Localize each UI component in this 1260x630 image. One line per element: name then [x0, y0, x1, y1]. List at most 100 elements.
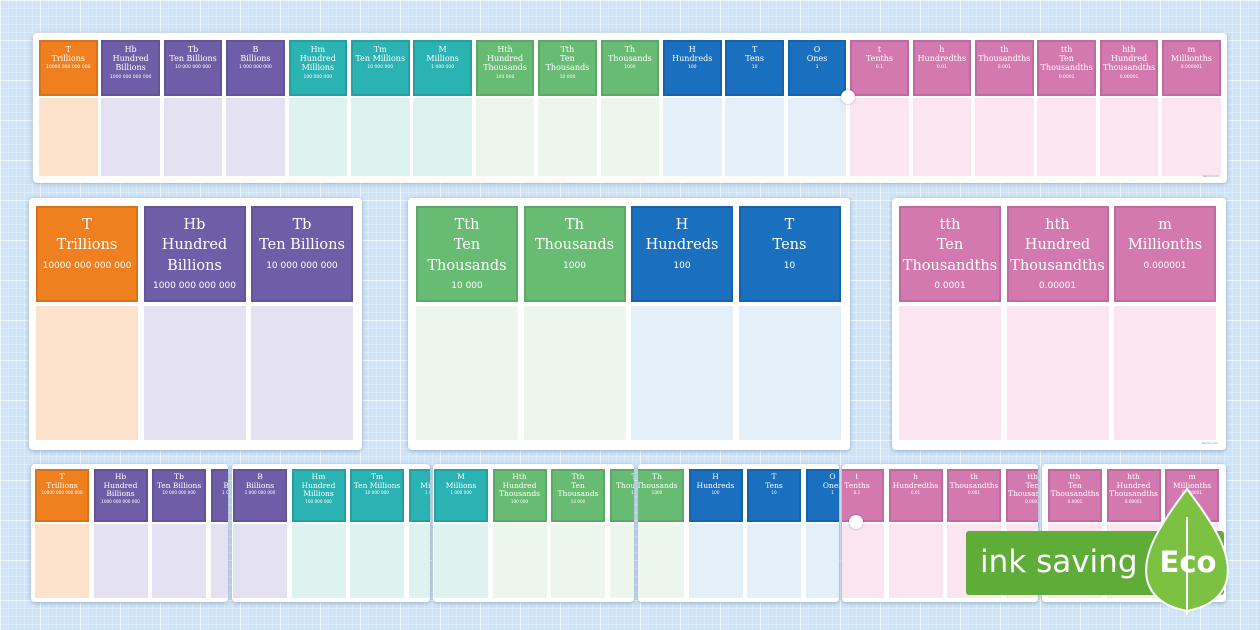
column-name: Hundred Millions — [299, 54, 336, 73]
digit-entry-box[interactable] — [36, 306, 138, 440]
digit-entry-box[interactable] — [35, 524, 89, 598]
column-value: 1 — [831, 490, 834, 496]
column-value: 1 000 000 — [450, 490, 472, 496]
column-name: Thousands — [616, 480, 634, 490]
column-name: Tenths — [844, 480, 870, 490]
digit-entry-box[interactable] — [350, 524, 404, 598]
digit-entry-box[interactable] — [1162, 98, 1221, 176]
digit-entry-box[interactable] — [163, 98, 223, 176]
digit-entry-box[interactable] — [351, 98, 410, 176]
column-value: 0.001 — [968, 490, 980, 496]
digit-entry-box[interactable] — [663, 98, 722, 176]
digit-entry-box[interactable] — [538, 98, 597, 176]
column-value: 1 000 000 000 — [222, 490, 228, 496]
digit-entry-box[interactable] — [475, 98, 535, 176]
column-name: Thousands — [638, 480, 678, 490]
column-name: Ten Thousands — [557, 480, 599, 499]
column-header: H Hundreds 100 — [663, 40, 722, 96]
column-abbreviation: hth — [1045, 217, 1070, 233]
column-abbreviation: Th — [612, 472, 634, 482]
column-name: Trillions — [51, 54, 85, 64]
digit-entry-box[interactable] — [899, 306, 1001, 440]
column-value: 10000 000 000 000 — [41, 490, 83, 496]
digit-entry-box[interactable] — [288, 98, 348, 176]
digit-entry-box[interactable] — [1099, 98, 1159, 176]
eco-label: Eco — [1159, 545, 1217, 579]
column-name: Ten Billions — [169, 54, 217, 64]
digit-entry-box[interactable] — [492, 524, 547, 598]
column-header: m Millionths 0.000001 — [1162, 40, 1221, 96]
digit-entry-box[interactable] — [1006, 306, 1109, 440]
digit-entry-box[interactable] — [888, 524, 943, 598]
column-abbreviation: Tb — [187, 45, 199, 54]
column-abbreviation: H — [712, 472, 719, 481]
digit-entry-box[interactable] — [434, 524, 488, 598]
column-name: Tens — [772, 237, 807, 254]
digit-entry-box[interactable] — [912, 98, 972, 176]
digit-entry-box[interactable] — [523, 306, 626, 440]
column-header: Tth Ten Thousands 10 000 — [416, 206, 518, 302]
column-header: T Trillions 10000 000 000 000 — [35, 469, 89, 522]
column-name: Tens — [765, 480, 783, 490]
digit-entry-box[interactable] — [210, 524, 228, 598]
column-value: 100 — [711, 490, 720, 496]
column-name: Hundred Thousandths — [1010, 237, 1105, 274]
column-header: m Millionths 0.000001 — [1114, 206, 1216, 302]
column-header: h Hundredths 0.01 — [888, 469, 943, 522]
digit-entry-box[interactable] — [787, 98, 847, 176]
digit-entry-box[interactable] — [1114, 306, 1216, 440]
digit-entry-box[interactable] — [600, 98, 660, 176]
digit-entry-box[interactable] — [39, 98, 98, 176]
digit-entry-box[interactable] — [688, 524, 743, 598]
digit-entry-box[interactable] — [738, 306, 841, 440]
column-value: 1 000 000 000 — [238, 65, 272, 71]
digit-entry-box[interactable] — [551, 524, 605, 598]
column-abbreviation: m — [1187, 45, 1196, 54]
column-name: Hundredths — [917, 54, 967, 64]
digit-entry-box[interactable] — [638, 524, 684, 598]
column-header: T Tens 10 — [747, 469, 801, 522]
column-header: H Hundreds 100 — [631, 206, 733, 302]
column-value: 100 000 — [510, 498, 529, 504]
column-value: 1 000 000 000 — [244, 490, 276, 496]
column-header: Hb Hundred Billions 1000 000 000 000 — [143, 206, 246, 302]
column-abbreviation: T — [82, 217, 92, 233]
column-name: Hundred Billions — [103, 480, 138, 499]
digit-entry-box[interactable] — [725, 98, 784, 176]
digit-entry-box[interactable] — [101, 98, 160, 176]
column-header: Hth Hundred Thousands 100 000 — [492, 469, 547, 522]
digit-entry-box[interactable] — [251, 306, 353, 440]
digit-entry-box[interactable] — [413, 98, 472, 176]
digit-entry-box[interactable] — [226, 98, 285, 176]
digit-entry-box[interactable] — [152, 524, 206, 598]
column-abbreviation: Hth — [512, 472, 527, 481]
column-abbreviation: t — [877, 45, 882, 54]
column-value: 10 000 000 — [367, 65, 394, 71]
digit-entry-box[interactable] — [233, 524, 287, 598]
column-value: 0.01 — [936, 65, 947, 71]
column-abbreviation: T — [59, 472, 65, 481]
digit-entry-box[interactable] — [609, 524, 634, 598]
digit-entry-box[interactable] — [93, 524, 148, 598]
digit-entry-box[interactable] — [805, 524, 839, 598]
digit-entry-box[interactable] — [631, 306, 733, 440]
column-value: 1000 000 000 000 — [109, 74, 152, 80]
digit-entry-box[interactable] — [1037, 98, 1096, 176]
digit-entry-box[interactable] — [143, 306, 246, 440]
digit-entry-box[interactable] — [747, 524, 801, 598]
digit-entry-box[interactable] — [850, 98, 909, 176]
digit-entry-box[interactable] — [842, 524, 884, 598]
column-abbreviation: Hb — [183, 217, 206, 233]
column-value: 0.000001 — [1182, 490, 1202, 496]
digit-entry-box[interactable] — [291, 524, 346, 598]
digit-entry-box[interactable] — [975, 98, 1034, 176]
column-name: Hundred Thousands — [483, 54, 527, 73]
column-value: 1000 — [631, 490, 634, 496]
column-abbreviation: t — [855, 472, 859, 481]
column-abbreviation: M — [438, 45, 447, 54]
column-name: Ten Billions — [259, 237, 345, 254]
column-abbreviation: T — [751, 45, 758, 54]
digit-entry-box[interactable] — [416, 306, 518, 440]
digit-entry-box[interactable] — [408, 524, 430, 598]
